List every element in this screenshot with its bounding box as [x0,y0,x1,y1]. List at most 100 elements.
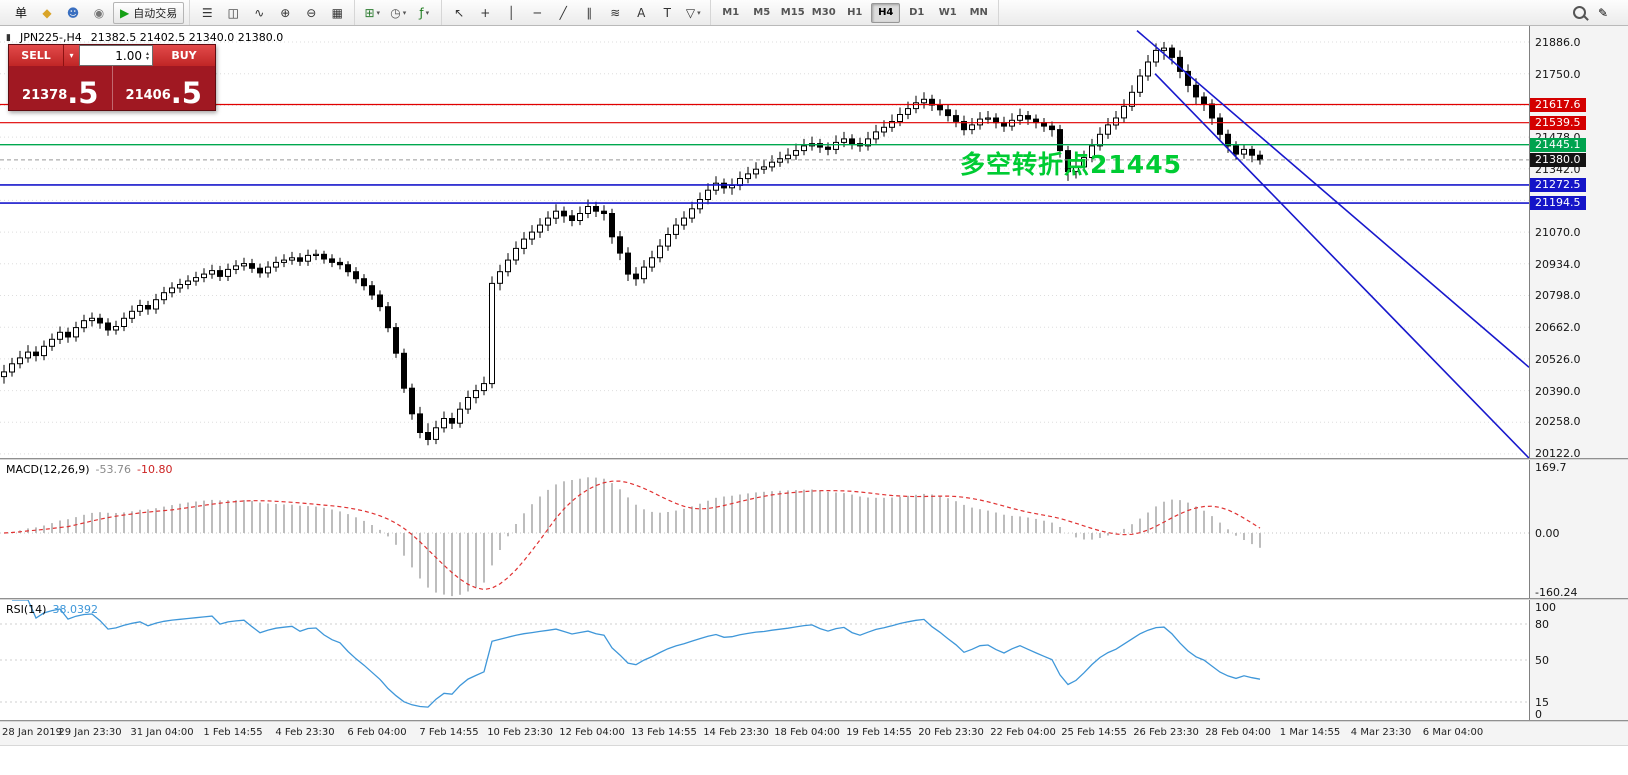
crosshair-button[interactable]: + [473,3,497,23]
zoom-in-icon: ⊕ [280,5,291,20]
order-options-dropdown[interactable]: ▾ [63,45,79,66]
zoom-in-button[interactable]: ⊕ [273,3,297,23]
panel-splitter[interactable] [0,720,1628,722]
buy-button[interactable]: BUY [153,45,215,66]
macd-title: MACD(12,26,9) [6,463,90,476]
one-click-trading-panel: SELL ▾ 1.00 ▴ ▾ BUY 21378.5 21406.5 [8,44,216,111]
new-order-glyph: 单 [14,5,27,20]
new-order-button[interactable]: 单 [9,3,33,23]
candlestick-chart-button[interactable]: ◫ [221,3,245,23]
main-chart-area[interactable]: ▮ JPN225-,H4 21382.5 21402.5 21340.0 213… [0,26,1529,458]
sell-price-display[interactable]: 21378.5 [9,66,113,110]
time-axis-label: 10 Feb 23:30 [487,727,553,738]
macd-signal-value: -10.80 [137,463,173,476]
price-axis-label: 20390.0 [1535,385,1581,398]
rsi-chart [0,600,1529,708]
dropdown-caret-icon: ▾ [402,8,407,17]
panel-splitter[interactable] [0,598,1628,600]
market-watch-button[interactable]: ◆ [35,3,59,23]
trendline-button[interactable]: ╱ [551,3,575,23]
timeframe-h4-button[interactable]: H4 [871,2,901,23]
trendline-icon: ╱ [559,5,567,20]
new-chart-button[interactable]: ⊞ ▾ [360,3,384,23]
search-icon[interactable] [1572,6,1586,19]
profiles-clock-icon: ◷ [390,5,401,20]
buy-price-main: 21406 [125,88,171,103]
timeframe-m30-button[interactable]: M30 [811,7,836,18]
spinner-down-icon[interactable]: ▾ [145,54,149,62]
price-axis-label: 20662.0 [1535,321,1581,334]
volume-input[interactable]: 1.00 ▴ ▾ [79,45,153,66]
navigator-button[interactable]: ◉ [87,3,111,23]
tile-windows-button[interactable]: ▦ [325,3,349,23]
price-badge-pivot: 21445.1 [1530,138,1586,152]
buy-price-fraction: .5 [170,76,202,111]
zoom-out-icon: ⊖ [306,5,317,20]
timeframe-h1-button[interactable]: H1 [847,7,863,18]
vertical-line-icon: │ [507,5,515,20]
sell-price-main: 21378 [22,88,68,103]
buy-price-display[interactable]: 21406.5 [113,66,216,110]
profiles-button[interactable]: ◷ ▾ [386,3,410,23]
candlestick-chart[interactable] [0,26,1529,458]
line-chart-button[interactable]: ∿ [247,3,271,23]
timeframe-m1-button[interactable]: M1 [722,7,740,18]
price-axis-label: 21070.0 [1535,226,1581,239]
fibonacci-button[interactable]: ≋ [603,3,627,23]
equidistant-channel-icon: ∥ [586,5,593,20]
tile-windows-icon: ▦ [331,5,343,20]
time-axis-label: 20 Feb 23:30 [918,727,984,738]
sell-price-fraction: .5 [67,76,99,111]
time-axis-label: 6 Feb 04:00 [347,727,407,738]
data-window-button[interactable]: ☻ [61,3,85,23]
time-axis-label: 19 Feb 14:55 [846,727,912,738]
indicators-button[interactable]: ƒ ▾ [412,3,436,23]
time-axis-label: 13 Feb 14:55 [631,727,697,738]
spinner-up-icon[interactable]: ▴ [145,49,149,57]
text-label-button[interactable]: T [655,3,679,23]
edit-icon[interactable]: ✎ [1597,5,1608,20]
horizontal-line-button[interactable]: ─ [525,3,549,23]
annotation-value: 21445 [1090,150,1182,179]
price-badge-support-2: 21194.5 [1530,196,1586,210]
timeframe-m5-button[interactable]: M5 [753,7,771,18]
channel-button[interactable]: ∥ [577,3,601,23]
symbol-title: JPN225-,H4 [19,31,82,44]
arrows-button[interactable]: ▽ ▾ [681,3,705,23]
time-axis-label: 29 Jan 23:30 [58,727,122,738]
volume-spinner[interactable]: ▴ ▾ [145,49,149,62]
timeframe-w1-button[interactable]: W1 [938,7,957,18]
rsi-axis-label: 100 [1535,601,1556,614]
price-axis-label: 20122.0 [1535,447,1581,460]
vertical-line-button[interactable]: │ [499,3,523,23]
window-bottom-strip [0,745,1628,775]
market-watch-icon: ◆ [42,5,52,20]
rsi-axis-label: 15 [1535,696,1549,709]
timeframe-d1-button[interactable]: D1 [909,7,925,18]
dropdown-caret-icon: ▾ [376,8,381,17]
rsi-value: 38.0392 [52,603,98,616]
time-axis[interactable]: 28 Jan 2019 29 Jan 23:30 31 Jan 04:00 1 Feb… [0,722,1628,745]
chart-annotation[interactable]: 多空转折点21445 [960,145,1182,181]
panel-splitter[interactable] [0,458,1628,460]
timeframe-m15-button[interactable]: M15 [780,7,805,18]
sell-button[interactable]: SELL [9,45,63,66]
timeframe-mn-button[interactable]: MN [969,7,988,18]
rsi-title: RSI(14) [6,603,47,616]
toolbar-icon-groups: 单 ◆ ☻ ◉ ▶ 自动交易 ☰ ◫ ∿ ⊕ ⊖ ▦ ⊞ ▾ ◷ ▾ ƒ ▾ ↖ + │ ─ ╱ ∥ ≋ A T ▽ ▾ [4,0,712,25]
candlestick-chart-icon: ◫ [227,5,239,20]
time-axis-label: 12 Feb 04:00 [559,727,625,738]
fibonacci-icon: ≋ [610,5,621,20]
macd-indicator-panel[interactable]: MACD(12,26,9) -53.76 -10.80 [0,460,1529,598]
price-axis[interactable]: 21886.021750.021478.021342.021070.020934… [1529,26,1628,745]
macd-main-value: -53.76 [95,463,132,476]
rsi-indicator-panel[interactable]: RSI(14) 38.0392 [0,600,1529,720]
price-axis-label: 20526.0 [1535,353,1581,366]
autotrading-button[interactable]: ▶ 自动交易 [113,1,185,24]
text-button[interactable]: A [629,3,653,23]
cursor-button[interactable]: ↖ [447,3,471,23]
zoom-out-button[interactable]: ⊖ [299,3,323,23]
time-axis-label: 26 Feb 23:30 [1133,727,1199,738]
bar-chart-button[interactable]: ☰ [195,3,219,23]
